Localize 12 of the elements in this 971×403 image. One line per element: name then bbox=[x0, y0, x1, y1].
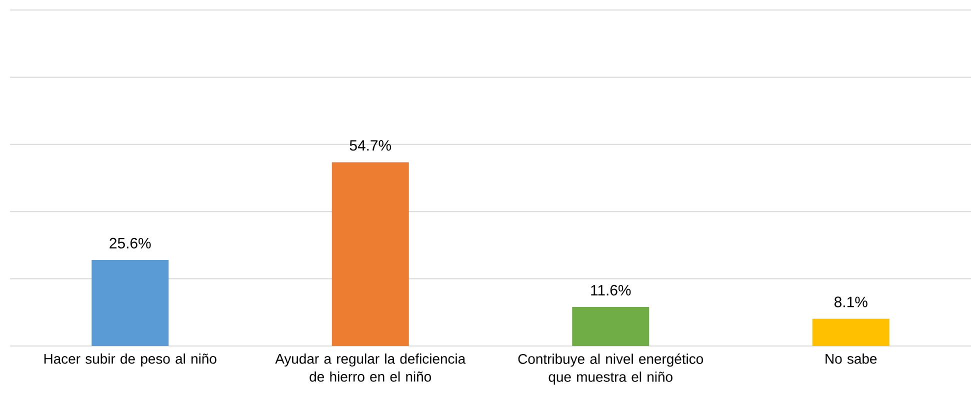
x-tick-label: Contribuye al nivel energético que muestra el niño bbox=[518, 354, 704, 385]
data-label: 25.6% bbox=[110, 238, 151, 248]
x-tick-label: No sabe bbox=[826, 354, 877, 364]
x-tick-label: Hacer subir de peso al niño bbox=[44, 354, 216, 367]
data-label: 54.7% bbox=[350, 140, 392, 151]
bar bbox=[572, 307, 650, 346]
bar bbox=[332, 162, 409, 346]
bar bbox=[92, 260, 169, 346]
data-label: 8.1% bbox=[834, 296, 868, 308]
bar bbox=[812, 318, 890, 346]
data-label: 11.6% bbox=[591, 284, 631, 296]
x-tick-label: Ayudar a regular la deficiencia de hierro en el niño bbox=[275, 354, 466, 382]
